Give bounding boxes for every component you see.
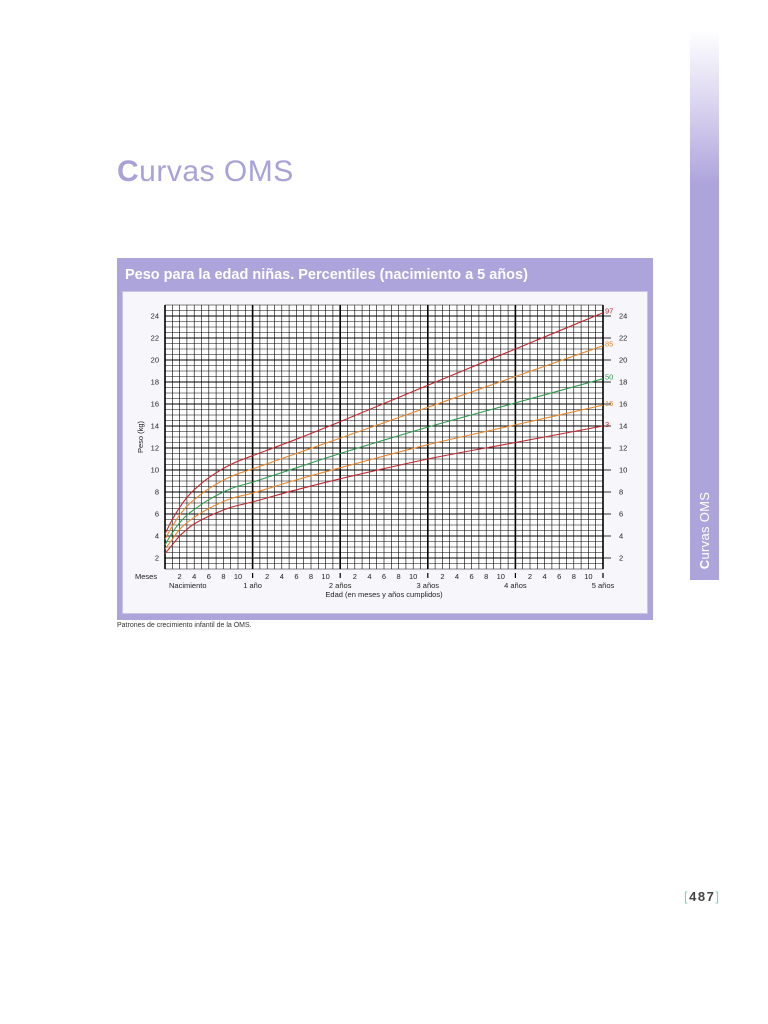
y-tick-label-right: 2 [619, 554, 623, 563]
page-title-rest: urvas OMS [139, 155, 294, 188]
month-tick-label: 4 [192, 572, 196, 581]
month-tick-label: 8 [397, 572, 401, 581]
chart-title: Peso para la edad niñas. Percentiles (na… [125, 267, 528, 283]
month-tick-label: 10 [321, 572, 329, 581]
month-tick-label: 2 [178, 572, 182, 581]
month-tick-label: 2 [440, 572, 444, 581]
source-note: Patrones de crecimiento infantil de la O… [117, 622, 252, 629]
y-tick-label-left: 14 [151, 422, 159, 431]
y-tick-label-left: 18 [151, 378, 159, 387]
y-tick-label-left: 12 [151, 444, 159, 453]
month-tick-label: 10 [409, 572, 417, 581]
page-title-initial: C [117, 155, 140, 188]
month-tick-label: 6 [382, 572, 386, 581]
month-tick-label: 10 [234, 572, 242, 581]
year-label: 1 año [243, 581, 262, 590]
month-tick-label: 10 [584, 572, 592, 581]
month-tick-label: 8 [309, 572, 313, 581]
month-tick-label: 4 [455, 572, 459, 581]
year-label: 4 años [504, 581, 527, 590]
month-tick-label: 2 [265, 572, 269, 581]
percentile-97-label: 97 [605, 307, 613, 316]
side-tab-gradient [690, 30, 719, 580]
side-tab: Curvas OMS [690, 480, 719, 580]
y-tick-label-left: 2 [155, 554, 159, 563]
x-unit-label: Meses [135, 572, 157, 581]
percentile-50-label: 50 [605, 373, 613, 382]
year-label: 2 años [329, 581, 352, 590]
y-axis-label: Peso (kg) [136, 420, 145, 453]
bracket-right: ] [715, 889, 721, 904]
month-tick-label: 6 [557, 572, 561, 581]
chart-area: 2 2 4 4 6 6 8 8 10 10 12 12 14 14 16 16 18 18 20 20 22 22 24 24… [122, 291, 648, 614]
y-tick-label-right: 4 [619, 532, 623, 541]
page-title: Curvas OMS [117, 155, 294, 189]
month-tick-label: 4 [543, 572, 547, 581]
y-tick-label-right: 20 [619, 356, 627, 365]
month-tick-label: 6 [470, 572, 474, 581]
percentile-3-line [164, 425, 604, 554]
y-tick-label-left: 8 [155, 488, 159, 497]
percentile-3-label: 3 [605, 420, 609, 429]
y-tick-label-right: 16 [619, 400, 627, 409]
y-tick-label-left: 20 [151, 356, 159, 365]
y-tick-label-right: 18 [619, 378, 627, 387]
percentile-50-line [164, 378, 604, 546]
side-tab-label: Curvas OMS [697, 491, 713, 569]
y-tick-label-left: 24 [151, 312, 159, 321]
month-tick-label: 2 [528, 572, 532, 581]
percentile-97-line [164, 312, 604, 535]
y-tick-label-left: 6 [155, 510, 159, 519]
y-tick-label-right: 22 [619, 334, 627, 343]
chart-panel: Peso para la edad niñas. Percentiles (na… [117, 258, 653, 620]
percentile-85-line [164, 345, 604, 540]
y-tick-label-right: 14 [619, 422, 627, 431]
y-tick-label-left: 10 [151, 466, 159, 475]
year-label: 5 años [592, 581, 615, 590]
y-tick-label-right: 24 [619, 312, 627, 321]
y-tick-label-left: 22 [151, 334, 159, 343]
bracket-left: [ [684, 889, 690, 904]
y-tick-label-right: 10 [619, 466, 627, 475]
page-number-value: 487 [689, 889, 716, 904]
month-tick-label: 8 [221, 572, 225, 581]
year-label: 3 años [417, 581, 440, 590]
percentile-15-label: 15 [605, 399, 613, 408]
y-tick-label-left: 4 [155, 532, 159, 541]
y-tick-label-right: 8 [619, 488, 623, 497]
month-tick-label: 4 [367, 572, 371, 581]
x-axis-label: Edad (en meses y años cumplidos) [325, 590, 443, 599]
percentile-85-label: 85 [605, 340, 613, 349]
month-tick-label: 4 [280, 572, 284, 581]
month-tick-label: 8 [572, 572, 576, 581]
y-tick-label-right: 12 [619, 444, 627, 453]
percentile-15-line [164, 404, 604, 550]
month-tick-label: 10 [497, 572, 505, 581]
month-tick-label: 8 [484, 572, 488, 581]
month-tick-label: 2 [353, 572, 357, 581]
y-tick-label-right: 6 [619, 510, 623, 519]
year-label: Nacimiento [169, 581, 207, 590]
month-tick-label: 6 [207, 572, 211, 581]
y-tick-label-left: 16 [151, 400, 159, 409]
page-number: [487] [684, 889, 720, 904]
month-tick-label: 6 [294, 572, 298, 581]
